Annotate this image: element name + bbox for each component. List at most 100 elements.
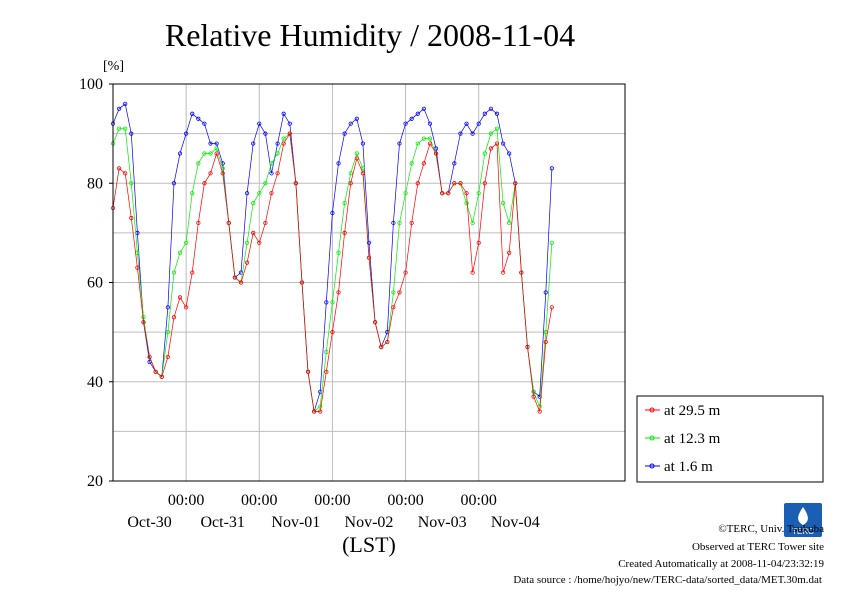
y-tick-label: 20 xyxy=(87,473,103,490)
data-point xyxy=(360,171,366,176)
data-point xyxy=(220,171,225,176)
data-point xyxy=(531,394,536,399)
x-tick-day-label: Oct-31 xyxy=(200,514,244,531)
data-point xyxy=(458,181,463,186)
data-point xyxy=(354,151,359,156)
data-point xyxy=(446,191,451,196)
data-point xyxy=(482,111,487,116)
data-point xyxy=(500,270,506,275)
data-point xyxy=(366,240,372,245)
data-point xyxy=(226,220,231,226)
data-point xyxy=(476,121,481,126)
y-ticks: 20 40 60 80 100 xyxy=(79,76,113,490)
data-point xyxy=(257,121,262,126)
data-point xyxy=(275,151,280,156)
data-point xyxy=(251,230,256,235)
data-point xyxy=(196,116,201,121)
data-point xyxy=(470,131,475,136)
data-point xyxy=(415,141,420,146)
y-tick-label: 40 xyxy=(87,374,103,391)
data-point xyxy=(482,181,487,186)
y-unit-label: [%] xyxy=(103,59,124,74)
legend-swatch-marker xyxy=(649,407,655,413)
data-point xyxy=(190,270,195,275)
data-point xyxy=(269,171,274,176)
legend-swatch-marker xyxy=(649,435,655,441)
data-point xyxy=(214,146,219,151)
data-point xyxy=(324,369,329,374)
data-point xyxy=(177,151,183,156)
data-point xyxy=(208,141,213,146)
data-point xyxy=(421,136,426,141)
data-point xyxy=(458,131,463,136)
data-point xyxy=(184,131,189,136)
data-point xyxy=(348,121,353,126)
data-point xyxy=(488,106,494,111)
data-point xyxy=(488,146,494,151)
data-point xyxy=(312,409,317,414)
data-point xyxy=(251,141,256,146)
data-point xyxy=(159,374,164,379)
data-point xyxy=(342,131,347,136)
data-point xyxy=(257,240,262,245)
data-point xyxy=(403,121,408,126)
data-point xyxy=(281,141,286,146)
data-point xyxy=(116,106,122,111)
data-point xyxy=(464,201,469,206)
y-tick-label: 80 xyxy=(87,175,103,192)
data-point xyxy=(397,290,402,295)
data-point xyxy=(354,116,359,121)
data-point xyxy=(507,250,512,255)
data-point xyxy=(232,275,238,280)
data-point xyxy=(129,215,134,221)
data-point xyxy=(391,305,396,310)
data-point xyxy=(208,151,213,156)
data-point xyxy=(549,166,554,171)
data-point xyxy=(171,181,177,186)
data-point xyxy=(305,369,311,374)
data-point xyxy=(263,131,268,136)
data-point xyxy=(238,280,244,285)
data-point xyxy=(293,181,298,186)
x-tick-time-label: 00:00 xyxy=(241,492,277,509)
data-point xyxy=(123,171,128,176)
data-point xyxy=(275,141,280,146)
data-point xyxy=(470,220,475,226)
data-point xyxy=(123,101,128,106)
data-point xyxy=(190,111,195,116)
data-point xyxy=(519,270,524,275)
data-point xyxy=(281,136,286,141)
data-point xyxy=(482,151,487,156)
data-point xyxy=(141,320,146,325)
data-point xyxy=(177,295,183,300)
data-point xyxy=(165,305,170,310)
data-point xyxy=(427,136,433,141)
data-point xyxy=(507,151,512,156)
copyright-text: ©TERC, Univ. Tsukuba xyxy=(718,523,824,535)
data-point xyxy=(263,181,268,186)
data-point xyxy=(165,354,170,360)
data-point xyxy=(214,141,219,146)
data-point xyxy=(427,121,433,126)
data-point xyxy=(208,171,213,176)
data-point xyxy=(348,171,353,176)
data-point xyxy=(494,111,500,116)
legend-box xyxy=(636,395,824,483)
legend-label: at 1.6 m xyxy=(664,459,713,475)
data-point xyxy=(427,141,433,146)
y-tick-label: 100 xyxy=(79,76,103,93)
chart-title: Relative Humidity / 2008-11-04 xyxy=(165,17,575,53)
data-point xyxy=(415,111,420,116)
data-point xyxy=(269,191,274,196)
data-point xyxy=(190,191,195,196)
data-point xyxy=(116,126,122,131)
data-point xyxy=(129,181,134,186)
data-point xyxy=(452,161,457,166)
data-point xyxy=(202,121,207,126)
series-line xyxy=(112,132,553,412)
data-point xyxy=(202,181,207,186)
data-point xyxy=(342,230,347,235)
data-point xyxy=(165,330,170,335)
series-layer xyxy=(110,101,554,414)
data-point xyxy=(153,369,158,374)
